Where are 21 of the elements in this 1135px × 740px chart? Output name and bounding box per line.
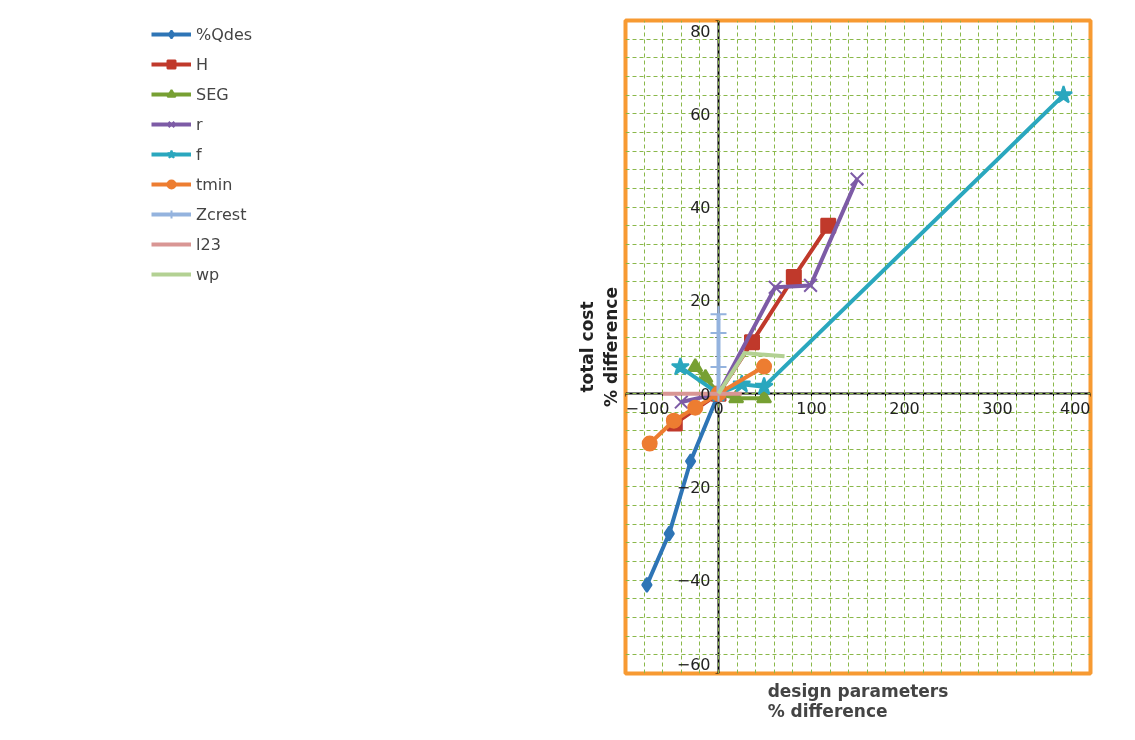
y-tick-label: 60 [690,104,711,124]
legend-label: tmin [196,174,234,194]
legend-label: %Qdes [196,24,254,44]
x-tick-label: 100 [796,398,827,418]
y-tick-label: −40 [676,571,711,591]
legend-label: SEG [196,84,230,104]
legend-label: H [196,54,210,74]
legend-label: Zcrest [196,204,248,224]
x-tick-label: 200 [889,398,920,418]
legend-label: f [196,144,203,164]
y-axis-title: total cost % difference [576,287,621,407]
y-tick-label: 80 [690,21,711,41]
x-tick-label: −100 [625,398,670,418]
legend-label: l23 [196,234,222,254]
y-tick-label: 20 [690,291,711,311]
x-axis-title: design parameters % difference [767,680,949,721]
legend-label: wp [196,264,221,284]
x-tick-label: 300 [982,398,1013,418]
legend-label: r [196,114,204,134]
y-tick-label: −60 [676,654,711,674]
y-tick-label: 40 [690,198,711,218]
